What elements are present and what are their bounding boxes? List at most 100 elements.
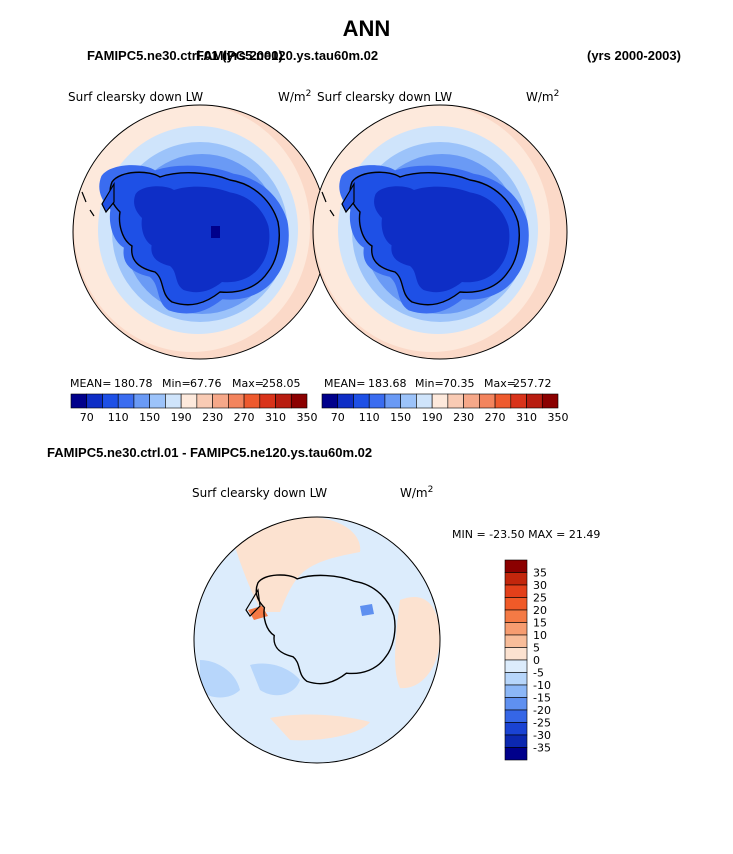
colorbar-panel-1-tick-label: 190 xyxy=(171,411,192,424)
colorbar-difference-tick-label: -20 xyxy=(533,704,551,717)
colorbar-difference-tick-label: 25 xyxy=(533,592,547,605)
map-panel-1 xyxy=(73,104,327,359)
colorbar-difference-swatch xyxy=(504,709,528,723)
colorbar-panel-2-swatch xyxy=(321,393,339,409)
colorbar-panel-1-swatch xyxy=(117,393,135,409)
colorbar-panel-2-swatch xyxy=(541,393,559,409)
colorbar-panel-1-tick-label: 110 xyxy=(108,411,129,424)
colorbar-panel-2-tick-label: 350 xyxy=(548,411,569,424)
colorbar-difference-tick-label: 30 xyxy=(533,579,547,592)
panel2-stats: MEAN= 183.68 Min= 70.35 Max= 257.72 xyxy=(324,377,552,390)
colorbar-panel-2-swatch xyxy=(494,393,512,409)
case2-title: FAMIPC5.ne120.ys.tau60m.02 xyxy=(196,48,379,63)
colorbar-panel-2-swatch xyxy=(526,393,543,409)
colorbar-difference-swatch xyxy=(504,647,528,661)
colorbar-difference-tick-label: 10 xyxy=(533,629,547,642)
colorbar-panel-2-tick-label: 110 xyxy=(359,411,380,424)
map-panel-3-border xyxy=(193,516,441,764)
colorbar-difference-swatch xyxy=(504,559,528,573)
map-panel-2-border xyxy=(312,104,568,360)
colorbar-panel-1-swatch xyxy=(275,393,292,409)
colorbar-difference-tick-label: -10 xyxy=(533,679,551,692)
panel1-units: W/m2 xyxy=(278,89,311,104)
case2-years: (yrs 2000-2003) xyxy=(587,48,681,63)
colorbar-difference-swatch xyxy=(504,684,528,698)
colorbar-difference-tick-label: -15 xyxy=(533,692,551,705)
panel3-variable: Surf clearsky down LW xyxy=(192,486,327,500)
colorbar-panel-1-swatch xyxy=(259,393,276,409)
colorbar-difference-swatch xyxy=(504,697,528,711)
svg-text:Max=: Max= xyxy=(232,377,264,390)
colorbar-panel-1-swatch xyxy=(70,393,88,409)
svg-text:180.78: 180.78 xyxy=(114,377,153,390)
svg-text:Min=: Min= xyxy=(162,377,191,390)
svg-text:183.68: 183.68 xyxy=(368,377,407,390)
svg-text:70.35: 70.35 xyxy=(443,377,475,390)
colorbar-panel-1-swatch xyxy=(102,393,119,409)
colorbar-difference-tick-label: -25 xyxy=(533,717,551,730)
panel1-stats: MEAN= 180.78 Min= 67.76 Max= 258.05 xyxy=(70,377,301,390)
colorbar-difference-tick-label: -5 xyxy=(533,667,544,680)
colorbar-difference-swatch xyxy=(504,734,528,748)
colorbar-difference-tick-label: 5 xyxy=(533,642,540,655)
colorbar-difference-tick-label: 0 xyxy=(533,654,540,667)
colorbar-panel-2-tick-label: 270 xyxy=(485,411,506,424)
colorbar-panel-2-swatch xyxy=(353,393,370,409)
panel2-units: W/m2 xyxy=(526,89,559,104)
colorbar-panel-2-tick-label: 70 xyxy=(331,411,345,424)
colorbar-panel-1-swatch xyxy=(212,393,229,409)
difference-title: FAMIPC5.ne30.ctrl.01 - FAMIPC5.ne120.ys.… xyxy=(47,445,373,460)
colorbar-panel-2-swatch xyxy=(337,393,354,409)
colorbar-panel-2-swatch xyxy=(479,393,496,409)
colorbar-panel-1-tick-label: 270 xyxy=(234,411,255,424)
colorbar-difference-swatch xyxy=(504,747,528,761)
colorbar-panel-1-tick-label: 310 xyxy=(265,411,286,424)
svg-text:MEAN=: MEAN= xyxy=(70,377,111,390)
svg-text:Max=: Max= xyxy=(484,377,516,390)
panel2-variable: Surf clearsky down LW xyxy=(317,90,452,104)
colorbar-difference-swatch xyxy=(504,609,528,623)
colorbar-panel-2-swatch xyxy=(368,393,386,409)
colorbar-difference-swatch xyxy=(504,584,528,598)
colorbar-difference-swatch xyxy=(504,597,528,611)
panel3-minmax: MIN = -23.50 MAX = 21.49 xyxy=(452,528,600,541)
colorbar-panel-1-swatch xyxy=(196,393,213,409)
colorbar-panel-1-tick-label: 150 xyxy=(139,411,160,424)
colorbar-difference-swatch xyxy=(504,722,528,736)
colorbar-panel-2-swatch xyxy=(431,393,449,409)
colorbar-difference-swatch xyxy=(504,634,528,648)
colorbar-panel-2-tick-label: 190 xyxy=(422,411,443,424)
svg-text:258.05: 258.05 xyxy=(262,377,301,390)
colorbar-panel-1-tick-label: 70 xyxy=(80,411,94,424)
colorbar-panel-2-swatch xyxy=(384,393,401,409)
case1-title: FAMIPC5.ne30.ctrl.01 (yrs 2000) xyxy=(87,48,283,63)
colorbar-panel-2-tick-label: 150 xyxy=(390,411,411,424)
colorbar-panel-1-tick-label: 230 xyxy=(202,411,223,424)
colorbar-panel-1-swatch xyxy=(180,393,198,409)
panel3-units: W/m2 xyxy=(400,485,433,500)
colorbar-panel-1-swatch xyxy=(243,393,261,409)
colorbar-difference-tick-label: 35 xyxy=(533,567,547,580)
colorbar-panel-2-tick-label: 310 xyxy=(516,411,537,424)
map-panel-1-minimum-spot xyxy=(211,226,220,238)
colorbar-panel-1-swatch xyxy=(86,393,103,409)
colorbar-panel-2-swatch xyxy=(463,393,480,409)
colorbar-panel-1-swatch xyxy=(228,393,245,409)
colorbar-difference-swatch xyxy=(504,572,528,586)
panel1-variable: Surf clearsky down LW xyxy=(68,90,203,104)
colorbar-panel-2-swatch xyxy=(416,393,433,409)
colorbar-difference-swatch xyxy=(504,659,528,673)
map-panel-3 xyxy=(194,517,440,763)
colorbar-difference-tick-label: -30 xyxy=(533,729,551,742)
colorbar-panel-1-tick-label: 350 xyxy=(297,411,318,424)
colorbar-difference-tick-label: 15 xyxy=(533,617,547,630)
colorbar-difference-tick-label: 20 xyxy=(533,604,547,617)
colorbar-panel-2-swatch xyxy=(510,393,527,409)
colorbar-panel-1-swatch xyxy=(165,393,182,409)
colorbar-panel-2-swatch xyxy=(400,393,417,409)
colorbar-difference-swatch xyxy=(504,622,528,636)
map-panel-2 xyxy=(313,104,567,359)
colorbar-difference-swatch xyxy=(504,672,528,686)
